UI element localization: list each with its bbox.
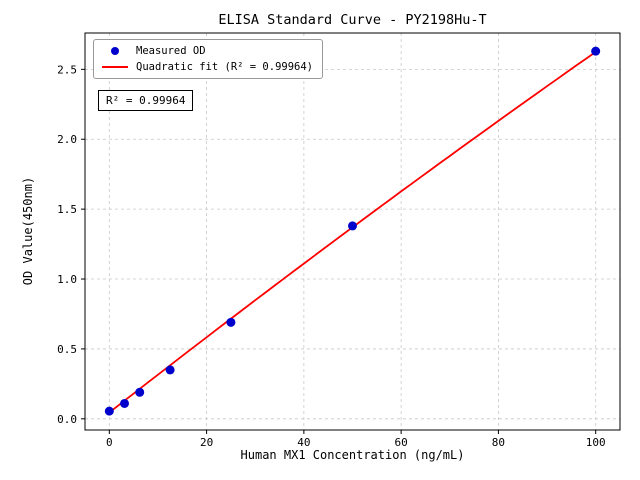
line-marker-icon	[102, 66, 128, 68]
chart-title: ELISA Standard Curve - PY2198Hu-T	[218, 12, 487, 28]
legend-item-quadratic-fit: Quadratic fit (R² = 0.99964)	[102, 61, 313, 73]
measured-od-point	[591, 46, 601, 56]
legend-label: Measured OD	[136, 45, 206, 57]
measured-od-point	[104, 406, 114, 416]
x-tick-label: 100	[586, 436, 606, 449]
legend: Measured OD Quadratic fit (R² = 0.99964)	[93, 39, 324, 79]
measured-od-point	[348, 221, 357, 231]
y-tick-label: 1.0	[57, 273, 77, 286]
x-tick-label: 80	[492, 436, 505, 449]
r-squared-annotation: R² = 0.99964	[98, 90, 194, 111]
measured-od-point	[120, 398, 130, 408]
measured-od-point	[226, 317, 236, 327]
legend-label: Quadratic fit (R² = 0.99964)	[136, 61, 314, 73]
x-tick-label: 40	[297, 436, 310, 449]
x-tick-label: 20	[200, 436, 213, 449]
x-tick-label: 60	[395, 436, 408, 449]
y-axis-label: OD Value(450nm)	[21, 176, 35, 286]
measured-od-point	[135, 387, 145, 397]
x-tick-label: 0	[106, 436, 113, 449]
legend-marker-wrap	[102, 47, 128, 55]
legend-marker-wrap	[102, 66, 128, 68]
y-tick-label: 0.0	[57, 413, 77, 426]
measured-od-point	[165, 365, 175, 375]
plot-frame	[84, 32, 621, 431]
legend-item-measured-od: Measured OD	[102, 45, 313, 57]
y-tick-label: 0.5	[57, 343, 77, 356]
y-tick-label: 1.5	[57, 203, 77, 216]
x-axis-label: Human MX1 Concentration (ng/mL)	[240, 448, 465, 462]
y-tick-label: 2.0	[57, 133, 77, 146]
y-tick-label: 2.5	[57, 63, 77, 76]
scatter-marker-icon	[111, 47, 119, 55]
